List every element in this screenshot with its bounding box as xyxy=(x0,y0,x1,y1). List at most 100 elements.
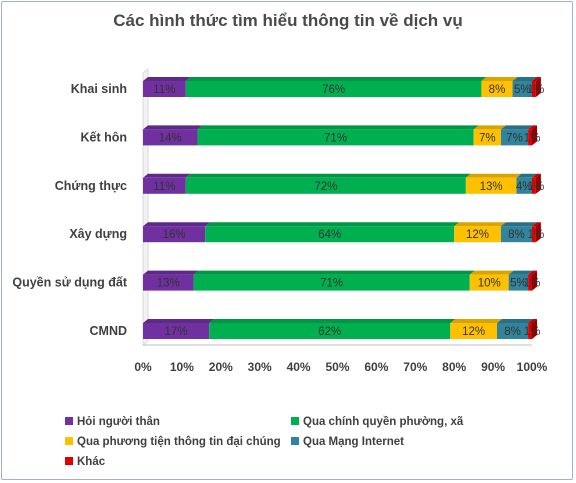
bar-top-face xyxy=(465,173,522,178)
bar-segment xyxy=(143,323,210,339)
data-label: 72% xyxy=(314,181,337,193)
bar-top-face xyxy=(193,270,475,275)
bar-segment xyxy=(450,323,497,339)
x-tick-label: 0% xyxy=(134,360,152,374)
chart-title: Các hình thức tìm hiểu thông tin về dịch… xyxy=(113,11,463,30)
axis-wall xyxy=(142,67,149,347)
bar-top-face xyxy=(450,319,502,323)
bar-top-face xyxy=(143,270,199,275)
bar-top-face xyxy=(143,222,211,227)
data-label: 14% xyxy=(159,132,182,144)
bar-segment xyxy=(185,81,482,97)
data-label: 1% xyxy=(528,84,545,96)
bar-segment xyxy=(532,177,536,194)
bar-top-face xyxy=(508,270,534,275)
data-label: 12% xyxy=(462,326,485,338)
x-tick-label: 90% xyxy=(481,360,505,374)
x-tick-label: 40% xyxy=(287,360,311,374)
data-label: 10% xyxy=(478,278,501,290)
bar-segment xyxy=(469,274,509,291)
x-tick-label: 10% xyxy=(170,360,194,374)
bar-segment xyxy=(481,81,513,97)
data-label: 8% xyxy=(504,326,521,338)
bar-top-face xyxy=(496,319,534,323)
bar-top-face xyxy=(205,222,460,227)
bar-segment xyxy=(473,129,501,146)
category-label: Xây dựng xyxy=(69,227,127,241)
x-tick-label: 70% xyxy=(403,360,427,374)
bar-top-face xyxy=(469,270,514,275)
bar-top-face xyxy=(143,319,215,323)
bar-segment xyxy=(528,274,532,291)
data-label: 76% xyxy=(322,84,345,96)
bar-side-face xyxy=(535,222,541,243)
bar-segment xyxy=(143,177,186,194)
bar-side-face xyxy=(532,319,537,339)
category-label: Quyền sử dụng đất xyxy=(12,276,127,290)
bar-top-face xyxy=(143,173,191,178)
data-label: 5% xyxy=(510,278,527,290)
bar-top-face xyxy=(528,270,537,275)
bar-side-face xyxy=(535,173,541,194)
bar-segment xyxy=(143,129,198,146)
bar-segment xyxy=(185,177,466,194)
bar-top-face xyxy=(473,125,506,130)
bar-top-face xyxy=(532,173,541,178)
bar-segment xyxy=(143,81,186,97)
x-tick-label: 20% xyxy=(209,360,233,374)
bar-top-face xyxy=(481,77,518,81)
data-label: 64% xyxy=(318,229,341,241)
bar-segment xyxy=(528,129,532,146)
data-label: 5% xyxy=(514,84,531,96)
bar-segment xyxy=(500,226,532,243)
bar-top-face xyxy=(197,125,479,130)
data-label: 62% xyxy=(318,326,341,338)
x-tick-label: 50% xyxy=(325,360,349,374)
data-label: 16% xyxy=(163,229,186,241)
bar-segment xyxy=(516,177,532,194)
bar-segment xyxy=(465,177,517,194)
bar-segment xyxy=(528,323,532,339)
bar-top-face xyxy=(528,125,537,130)
bar-top-face xyxy=(532,222,541,227)
data-label: 4% xyxy=(516,181,533,193)
data-label: 1% xyxy=(528,181,545,193)
category-label: Chứng thực xyxy=(55,179,127,193)
bar-top-face xyxy=(512,77,537,81)
category-label: Kết hôn xyxy=(80,130,127,144)
data-label: 13% xyxy=(480,181,503,193)
bar-segment xyxy=(143,226,206,243)
bar-top-face xyxy=(528,319,537,323)
bar-segment xyxy=(197,129,474,146)
data-label: 11% xyxy=(153,181,175,193)
data-label: 71% xyxy=(324,132,347,144)
bar-segment xyxy=(532,226,536,243)
category-label: Khai sinh xyxy=(71,82,127,96)
bar-segment xyxy=(143,274,194,291)
bar-top-face xyxy=(454,222,506,227)
bar-top-face xyxy=(516,173,537,178)
x-tick-label: 100% xyxy=(517,360,548,374)
bar-segment xyxy=(508,274,529,291)
bar-segment xyxy=(205,226,455,243)
bar-top-face xyxy=(143,77,191,81)
bar-segment xyxy=(454,226,501,243)
bar-segment xyxy=(496,323,529,339)
category-label: CMND xyxy=(90,324,128,338)
data-label: 7% xyxy=(506,132,523,144)
data-label: 1% xyxy=(524,132,541,144)
data-label: 7% xyxy=(479,132,496,144)
bar-top-face xyxy=(185,173,471,178)
data-label: 13% xyxy=(157,278,180,290)
bar-top-face xyxy=(143,125,203,130)
x-tick-label: 30% xyxy=(248,360,272,374)
data-label: 11% xyxy=(153,84,175,96)
bar-top-face xyxy=(209,319,456,323)
bar-segment xyxy=(193,274,470,291)
bar-segment xyxy=(209,323,451,339)
data-label: 12% xyxy=(466,229,489,241)
x-tick-label: 80% xyxy=(442,360,466,374)
bar-segment xyxy=(500,129,529,146)
bar-segment xyxy=(512,81,532,97)
